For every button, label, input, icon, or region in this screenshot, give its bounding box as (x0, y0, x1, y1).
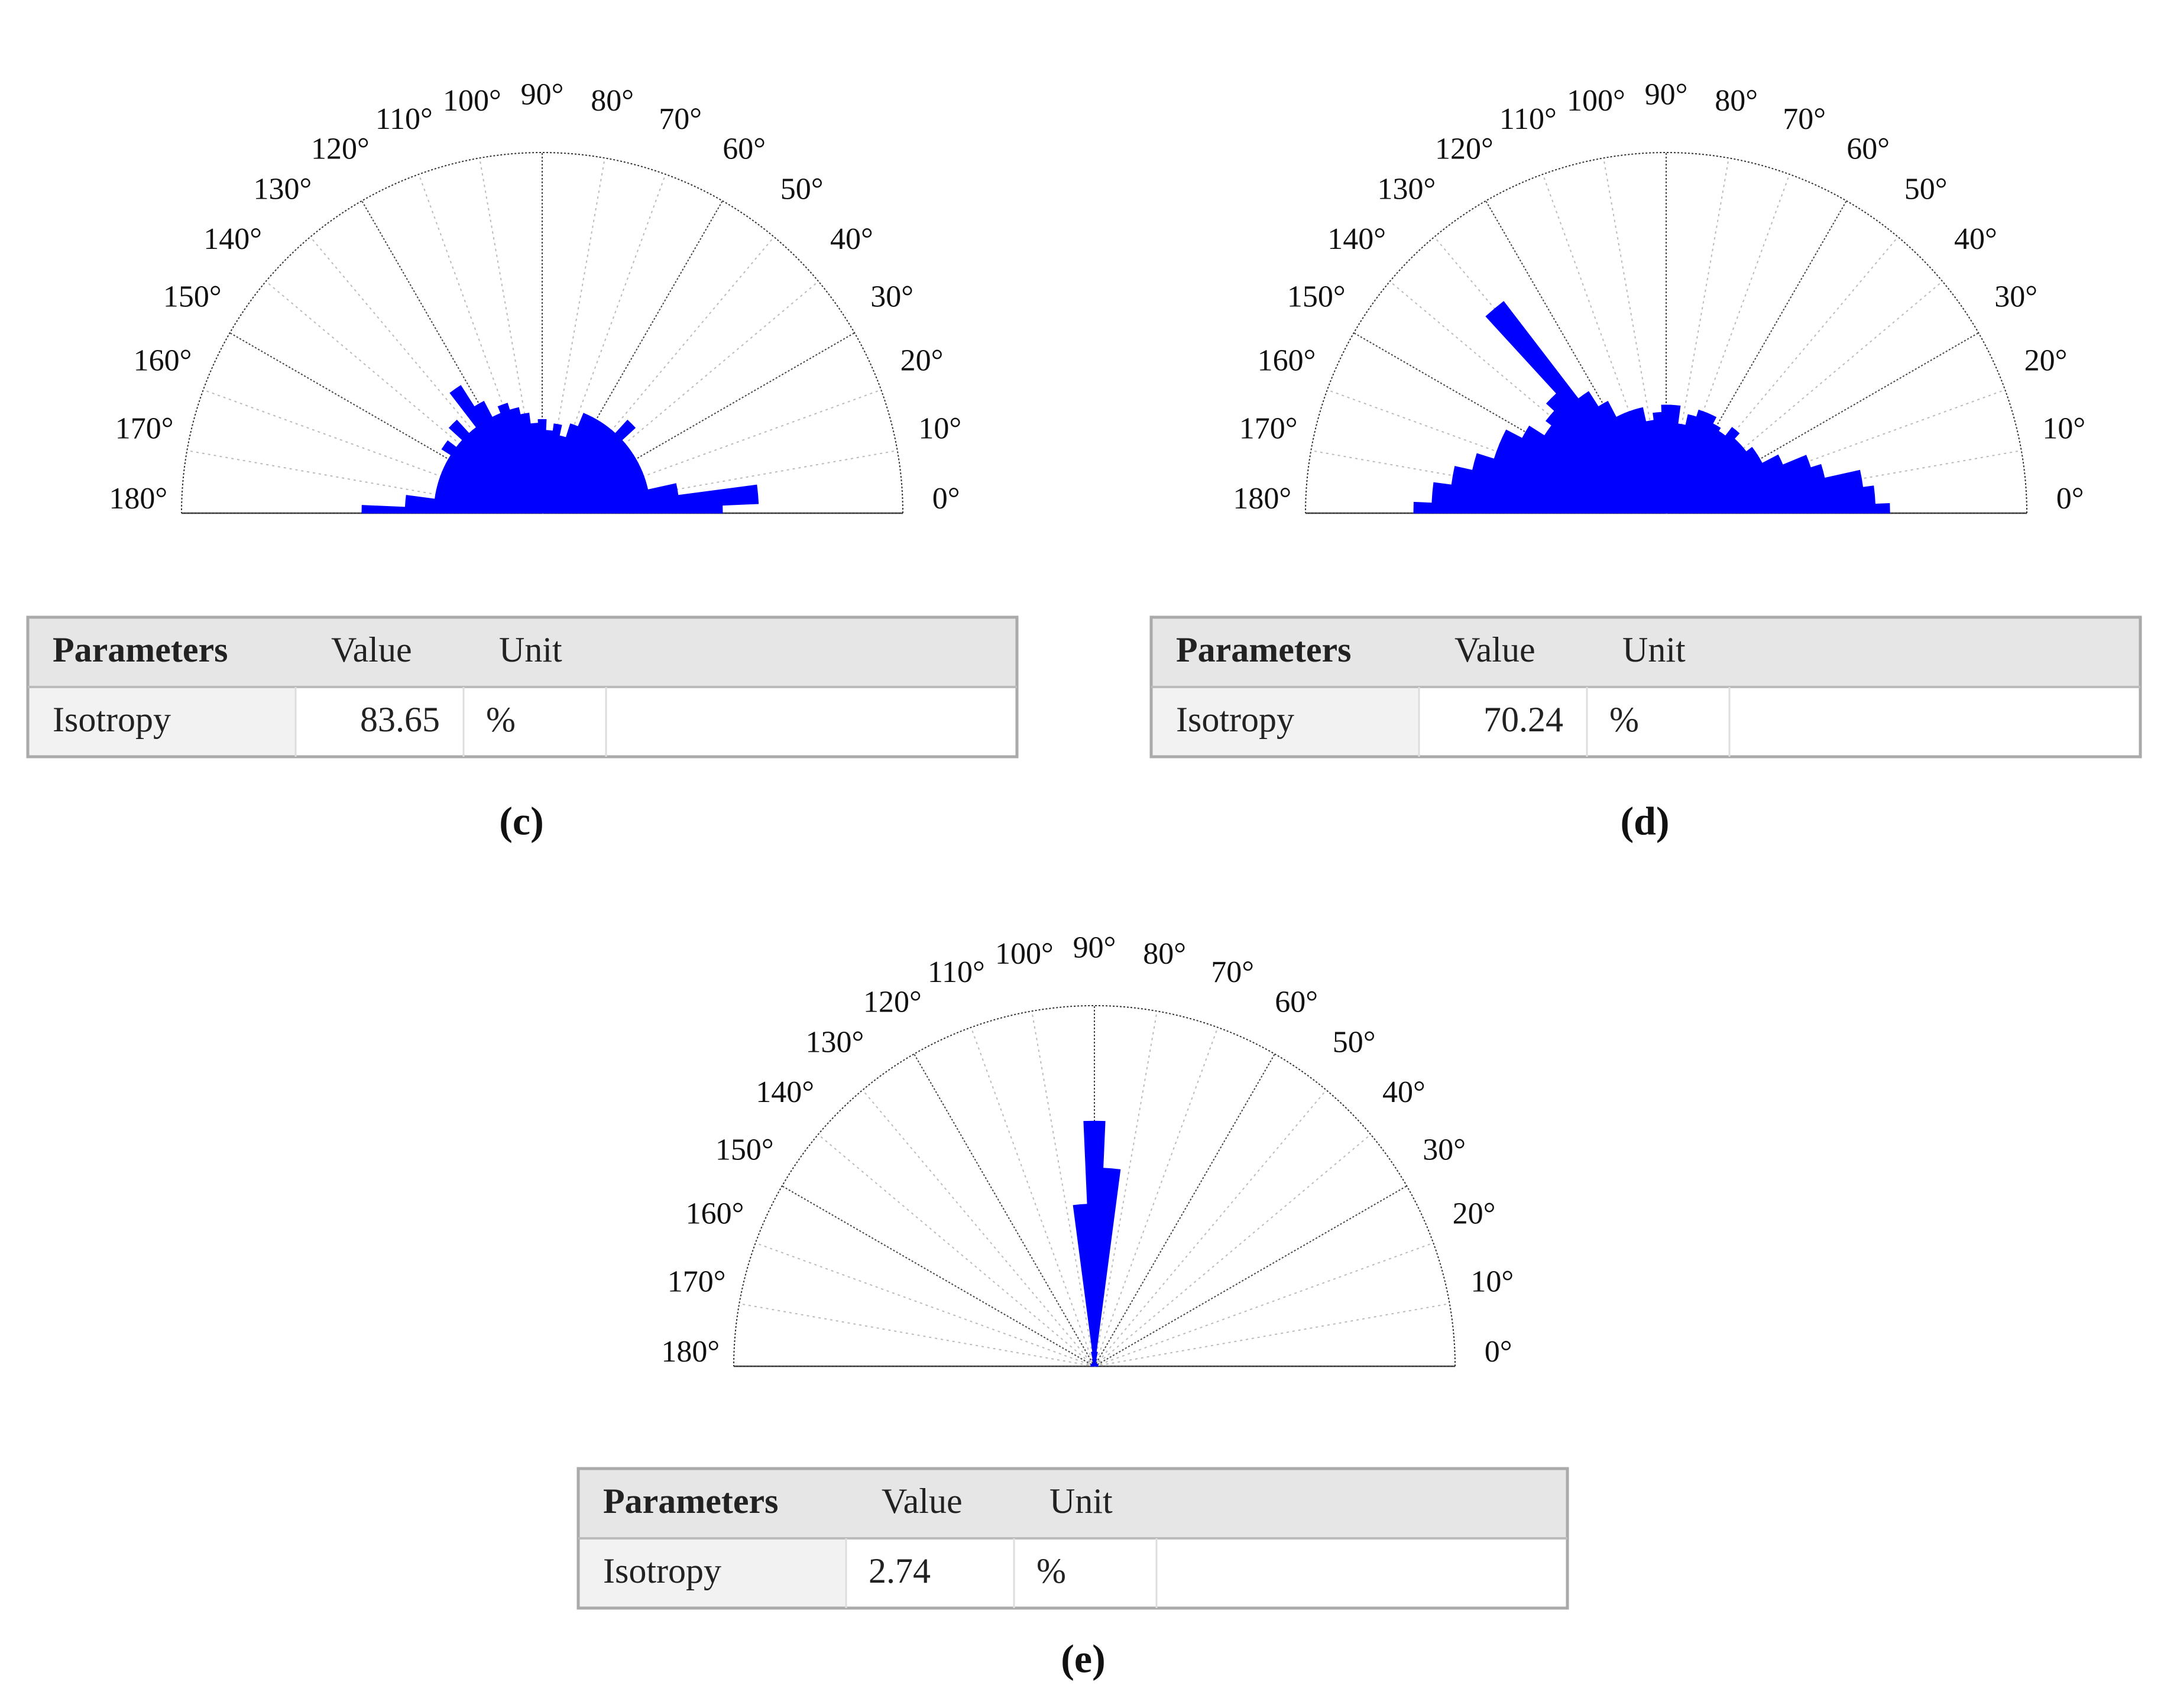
grid-line (863, 1090, 1094, 1366)
theta-tick-label: 120° (863, 985, 922, 1019)
table-cell: Isotropy (53, 700, 171, 739)
theta-tick-label: 70° (1783, 102, 1826, 136)
theta-tick-label: 140° (203, 222, 262, 256)
theta-tick-label: 40° (1382, 1075, 1426, 1109)
theta-tick-label: 130° (805, 1026, 864, 1059)
theta-tick-label: 20° (2024, 343, 2068, 377)
grid-line (1094, 1135, 1371, 1366)
theta-tick-label: 50° (780, 173, 824, 206)
panel-caption: (c) (499, 799, 543, 844)
theta-tick-label: 110° (1499, 102, 1557, 136)
theta-tick-label: 170° (115, 411, 174, 445)
theta-tick-label: 20° (900, 343, 944, 377)
theta-tick-label: 150° (715, 1133, 774, 1166)
theta-tick-label: 90° (1073, 931, 1116, 965)
theta-tick-label: 60° (723, 132, 766, 166)
theta-tick-label: 170° (668, 1265, 726, 1298)
theta-tick-label: 180° (1233, 482, 1291, 516)
theta-tick-label: 0° (932, 482, 960, 516)
theta-tick-label: 0° (2056, 482, 2084, 516)
table-cell: Isotropy (603, 1551, 721, 1590)
grid-line (1094, 1090, 1326, 1366)
table-cell: 70.24 (1483, 700, 1563, 739)
theta-tick-label: 120° (1435, 132, 1494, 166)
theta-tick-label: 70° (1211, 955, 1254, 989)
table-cell: % (486, 700, 516, 739)
table-cell: 83.65 (360, 700, 440, 739)
theta-tick-label: 90° (521, 78, 564, 112)
theta-tick-label: 130° (253, 173, 312, 206)
table-header-cell: Value (1454, 630, 1535, 669)
table-header-cell: Parameters (1176, 630, 1351, 669)
table-header-cell: Unit (1049, 1482, 1113, 1521)
theta-tick-label: 10° (2042, 411, 2085, 445)
theta-tick-label: 60° (1275, 985, 1318, 1019)
table-header-cell: Value (882, 1482, 963, 1521)
grid-line (756, 1243, 1094, 1366)
theta-tick-label: 50° (1904, 173, 1948, 206)
theta-tick-label: 50° (1333, 1026, 1376, 1059)
theta-tick-label: 0° (1485, 1335, 1512, 1369)
theta-tick-label: 160° (134, 343, 192, 377)
theta-tick-label: 30° (1423, 1133, 1466, 1166)
panel-caption: (e) (1061, 1636, 1105, 1681)
theta-tick-label: 60° (1846, 132, 1890, 166)
panel-caption: (d) (1620, 799, 1669, 844)
table-cell: % (1609, 700, 1639, 739)
table-header-cell: Unit (1622, 630, 1686, 669)
table-header-cell: Parameters (603, 1482, 778, 1521)
grid-line (1094, 1186, 1407, 1366)
theta-tick-label: 10° (1470, 1265, 1514, 1298)
theta-tick-label: 110° (928, 955, 985, 989)
theta-tick-label: 120° (311, 132, 370, 166)
theta-tick-label: 150° (163, 280, 222, 313)
theta-tick-label: 80° (1715, 84, 1758, 118)
theta-tick-label: 30° (1994, 280, 2037, 313)
grid-line (971, 1028, 1094, 1366)
table-cell: % (1036, 1551, 1066, 1590)
theta-tick-label: 160° (686, 1197, 744, 1230)
theta-tick-label: 100° (1567, 84, 1625, 118)
theta-tick-label: 10° (918, 411, 961, 445)
theta-tick-label: 40° (830, 222, 873, 256)
grid-line (1094, 1243, 1433, 1366)
grid-line (782, 1186, 1094, 1366)
table-header-cell: Value (331, 630, 412, 669)
theta-tick-label: 180° (661, 1335, 720, 1369)
theta-tick-label: 100° (995, 937, 1054, 971)
grid-line (1094, 1054, 1275, 1366)
theta-tick-label: 80° (591, 84, 634, 118)
theta-tick-label: 140° (756, 1075, 814, 1109)
theta-tick-label: 90° (1645, 78, 1688, 112)
theta-tick-label: 80° (1143, 937, 1186, 971)
table-header-cell: Parameters (53, 630, 228, 669)
theta-tick-label: 30° (870, 280, 913, 313)
grid-line (914, 1054, 1094, 1366)
theta-tick-label: 20° (1453, 1197, 1496, 1230)
grid-line (818, 1135, 1094, 1366)
table-cell: 2.74 (869, 1551, 931, 1590)
theta-tick-label: 110° (375, 102, 433, 136)
theta-tick-label: 150° (1287, 280, 1346, 313)
theta-tick-label: 100° (443, 84, 501, 118)
theta-tick-label: 70° (659, 102, 702, 136)
theta-tick-label: 40° (1954, 222, 1997, 256)
table-cell: Isotropy (1176, 700, 1294, 739)
theta-tick-label: 180° (109, 482, 167, 516)
theta-tick-label: 170° (1239, 411, 1298, 445)
theta-tick-label: 140° (1327, 222, 1386, 256)
table-header-cell: Unit (499, 630, 562, 669)
theta-tick-label: 130° (1377, 173, 1436, 206)
theta-tick-label: 160° (1258, 343, 1316, 377)
